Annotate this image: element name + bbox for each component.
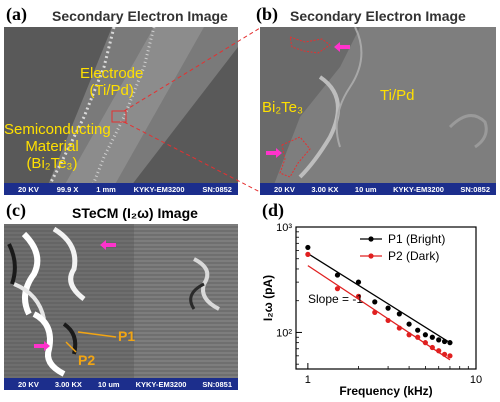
data-point [334, 286, 341, 292]
magenta-arrow-icon [34, 341, 50, 351]
data-point [355, 279, 362, 285]
data-point [415, 327, 421, 333]
legend-marker [368, 236, 374, 242]
data-point [415, 334, 421, 340]
data-point [406, 332, 412, 338]
y-tick-label: 10³ [276, 222, 292, 234]
data-point [406, 321, 412, 327]
plot-frame [295, 226, 477, 370]
data-point [385, 317, 391, 324]
panel-d-label: (d) [262, 200, 284, 220]
slope-annotation: Slope = -1 [308, 292, 363, 306]
panel-b-label: (b) [256, 4, 278, 24]
x-tick-label: 1 [305, 374, 311, 386]
data-point [436, 337, 442, 343]
y-tick-label: 10² [276, 327, 292, 339]
data-point [447, 353, 453, 359]
panel-a-sem-texture [4, 27, 238, 195]
panel-c-info-bar: 20 KV 3.00 KX 10 um KYKY-EM3200 SN:0851 [4, 378, 238, 390]
data-point [396, 325, 402, 331]
legend-label: P1 (Bright) [388, 232, 445, 246]
data-point [441, 338, 448, 345]
series-p1-bright [305, 244, 453, 346]
magenta-arrow-icon [100, 240, 116, 250]
p1-label: P1 [118, 328, 136, 344]
fit-line [307, 252, 451, 344]
data-point [372, 309, 378, 315]
panel-b-sem-image: Bi₂Te₃ Ti/Pd 20 KV 3.00 KX 10 um KYKY-EM… [260, 27, 496, 195]
p2-label: P2 [78, 352, 96, 368]
data-point [429, 344, 435, 351]
panel-a-title: Secondary Electron Image [52, 8, 228, 24]
bi2te3-label: Bi₂Te₃ [262, 99, 304, 116]
panel-c-title: STeCM (I₂ω) Image [72, 205, 198, 221]
data-point [436, 348, 442, 354]
panel-b-title: Secondary Electron Image [290, 8, 466, 24]
data-point [429, 334, 435, 340]
tipd-label: Ti/Pd [380, 87, 415, 104]
panel-b-info-bar: 20 KV 3.00 KX 10 um KYKY-EM3200 SN:0852 [260, 183, 496, 195]
data-point [305, 244, 311, 251]
data-point [396, 311, 402, 317]
data-point [441, 351, 448, 357]
magenta-arrow-icon [266, 148, 282, 158]
data-point [385, 305, 391, 311]
data-point [422, 340, 428, 346]
material-label: Semiconducting Material (Bi₂Te₃) [4, 121, 111, 172]
panel-c-stecm-texture [4, 224, 238, 390]
panel-a-info-bar: 20 KV 99.9 X 1 mm KYKY-EM3200 SN:0852 [4, 183, 238, 195]
panel-c-label: (c) [6, 200, 26, 220]
series-p2-dark [305, 251, 453, 361]
data-point [355, 293, 362, 299]
x-tick-label: 10 [470, 374, 482, 386]
data-point [447, 340, 453, 346]
panel-a-label: (a) [6, 4, 27, 24]
data-point [334, 272, 341, 278]
x-axis-label: Frequency (kHz) [339, 384, 432, 398]
y-axis-label: I₂ω (pA) [261, 275, 275, 321]
data-point [372, 299, 378, 305]
magenta-arrow-icon [334, 42, 350, 52]
legend-marker [368, 253, 374, 259]
panel-b-sem-texture [260, 27, 496, 195]
data-point [305, 251, 311, 257]
fit-line [307, 265, 451, 361]
panel-c-stecm-image: P1 P2 20 KV 3.00 KX 10 um KYKY-EM3200 SN… [4, 224, 238, 390]
electrode-label: Electrode (Ti/Pd) [80, 65, 144, 99]
panel-a-sem-image: Electrode (Ti/Pd) Semiconducting Materia… [4, 27, 238, 195]
data-point [422, 332, 428, 338]
legend-label: P2 (Dark) [388, 249, 439, 263]
